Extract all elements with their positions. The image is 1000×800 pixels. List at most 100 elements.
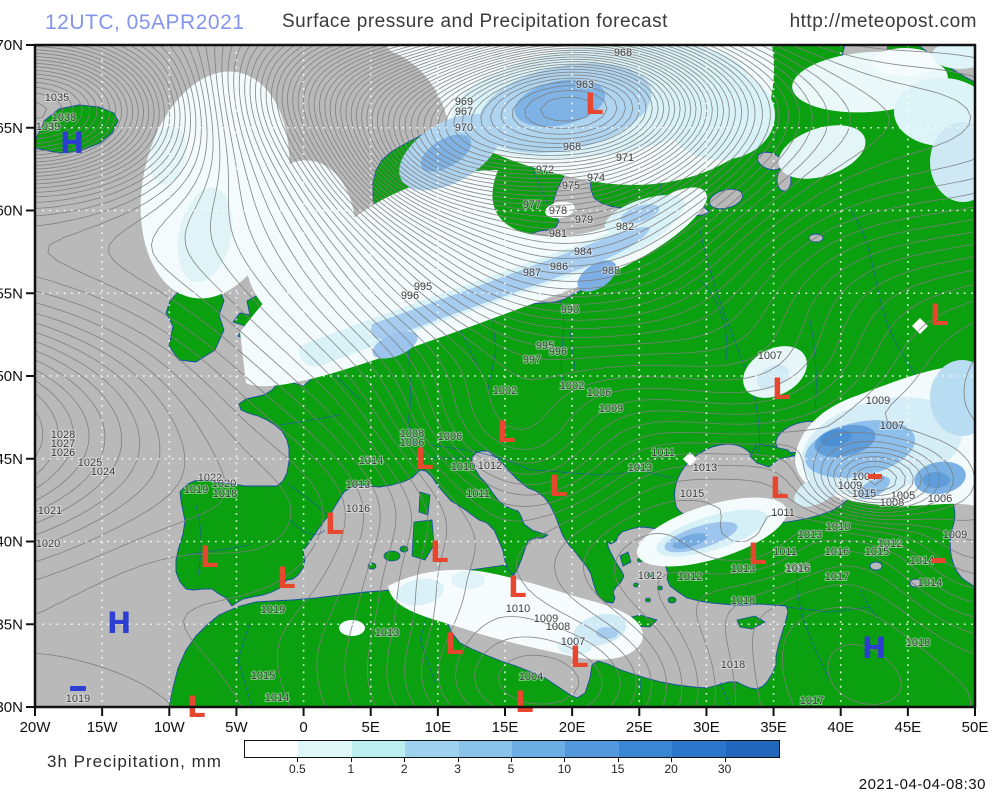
lon-label: 15E — [492, 719, 519, 736]
isobar-label: 982 — [616, 221, 634, 233]
legend-tick — [564, 757, 566, 762]
isobar-label: 1010 — [506, 603, 530, 615]
isobar-contours — [35, 45, 975, 707]
isobar-label: 1005 — [891, 490, 915, 502]
lon-label: 25E — [626, 719, 653, 736]
isobar-label: 968 — [614, 47, 632, 59]
isobar-label: 1019 — [261, 604, 285, 616]
legend-cell — [405, 741, 459, 757]
lat-label: 45N — [0, 451, 23, 468]
isobar-label: 968 — [563, 141, 581, 153]
low-pressure-marker: L — [570, 640, 588, 674]
lon-label: 15W — [87, 719, 119, 736]
isobar-label: 963 — [576, 79, 594, 91]
isobar-label: 1028 — [51, 429, 75, 441]
isobar-label: 1011 — [771, 507, 795, 519]
lat-label: 30N — [0, 699, 23, 716]
legend-tick — [404, 757, 406, 762]
legend-title: 3h Precipitation, mm — [47, 752, 222, 771]
legend-tick — [511, 757, 512, 762]
isobar-label: 1010 — [451, 461, 475, 473]
low-pressure-marker: L — [277, 561, 295, 595]
isobar-label: 1007 — [880, 420, 904, 432]
isobar-label: 1022 — [198, 472, 222, 484]
isobar-label: 967 — [455, 106, 473, 118]
legend-tick-label: 3 — [454, 762, 461, 776]
lon-label: 30E — [693, 719, 720, 736]
isobar-label: 995 — [414, 281, 432, 293]
isobar-label: 1016 — [786, 563, 810, 575]
axis-labels: 20W 15W 10W 5W 0 5E 10E 15E 20E 25E 30E 35E 40E 45E 50… — [0, 37, 988, 736]
isobar-label: 1013 — [798, 529, 822, 541]
isobar-label: 969 — [455, 96, 473, 108]
isobar-label: 1027 — [51, 438, 75, 450]
lon-label: 5W — [225, 719, 248, 736]
isobar-label: 1013 — [693, 462, 717, 474]
isobar-label: 981 — [549, 228, 567, 240]
isobar-label: 1018 — [721, 659, 745, 671]
isobar-label: 1039 — [36, 121, 60, 133]
isobar-label: 984 — [574, 246, 592, 258]
lon-label: 35E — [760, 719, 787, 736]
legend-cell — [672, 741, 726, 757]
isobar-label: 1008 — [546, 621, 570, 633]
isobar-label: 1007 — [758, 350, 782, 362]
legend-tick-label: 30 — [717, 762, 732, 776]
isobar-label: 1007 — [561, 636, 585, 648]
cyprus — [736, 615, 766, 630]
precipitation-colorbar — [244, 740, 780, 758]
isobar-label: 1025 — [78, 457, 102, 469]
isobar-label: 1018 — [906, 637, 930, 649]
low-pressure-marker: L — [770, 471, 788, 505]
isobar-label: 1015 — [680, 488, 704, 500]
lat-label: 55N — [0, 285, 23, 302]
isobar-label: 997 — [523, 354, 541, 366]
isobar-label: 972 — [536, 164, 554, 176]
isobar-label: 1006 — [587, 387, 611, 399]
lon-label: 40E — [827, 719, 854, 736]
isobar-label: 1011 — [466, 488, 490, 500]
legend-cell — [351, 741, 406, 757]
low-pressure-marker: L — [415, 442, 433, 476]
sardinia — [411, 519, 435, 561]
isobar-label: 1008 — [880, 497, 904, 509]
low-pressure-marker: L — [497, 415, 515, 449]
legend-tick-label: 2 — [400, 762, 408, 776]
isobar-label: 1013 — [346, 479, 370, 491]
isobar-label: 1004 — [519, 671, 543, 683]
legend-tick-label: 20 — [664, 762, 678, 776]
legend-tick — [350, 757, 352, 762]
isobar-label: 1008 — [400, 428, 424, 440]
high-dash-marker — [70, 686, 86, 691]
legend-cell — [245, 741, 299, 757]
legend-tick — [297, 757, 299, 762]
mallorca — [383, 550, 401, 562]
isobar-label: 1006 — [400, 437, 424, 449]
low-pressure-marker: L — [445, 627, 463, 661]
axis-ticks — [26, 44, 976, 716]
isobar-label: 1017 — [800, 695, 824, 707]
isobar-label: 1026 — [51, 447, 75, 459]
lon-label: 0 — [299, 719, 307, 736]
lat-label: 50N — [0, 368, 23, 385]
isobar-label: 971 — [616, 152, 634, 164]
isobar-label: 1014 — [910, 555, 934, 567]
low-pressure-marker: L — [585, 87, 603, 121]
legend-cell — [458, 741, 512, 757]
lat-label: 70N — [0, 37, 23, 54]
isobar-label: 1012 — [478, 460, 502, 472]
legend-cell — [298, 741, 352, 757]
isobar-label: 1013 — [731, 563, 755, 575]
isobar-label: 1009 — [599, 403, 623, 415]
isobar-label: 1018 — [731, 595, 755, 607]
lat-label: 40N — [0, 534, 23, 551]
lat-label: 35N — [0, 616, 23, 633]
legend-tick-label: 0.5 — [289, 762, 306, 776]
isobar-label: 1020 — [212, 478, 236, 490]
isobar-label: 1017 — [825, 571, 849, 583]
legend-cell — [565, 741, 619, 757]
isobar-label: 990 — [561, 304, 579, 316]
low-pressure-marker: L — [930, 298, 948, 332]
legend-cell — [725, 741, 779, 757]
